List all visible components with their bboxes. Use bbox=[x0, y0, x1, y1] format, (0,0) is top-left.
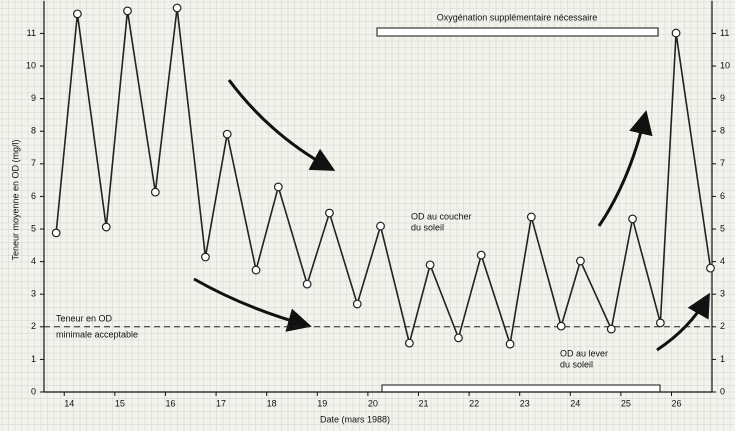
data-point bbox=[325, 208, 334, 218]
x-tick-label: 15 bbox=[115, 398, 125, 408]
x-tick-label: 18 bbox=[267, 398, 277, 408]
data-point bbox=[376, 221, 385, 231]
data-point bbox=[201, 252, 210, 262]
data-point bbox=[425, 260, 435, 270]
y-tick-label: 11 bbox=[27, 28, 36, 38]
x-tick-label: 26 bbox=[672, 398, 682, 408]
data-point bbox=[72, 9, 82, 19]
y-tick-label: 9 bbox=[31, 93, 36, 103]
data-point bbox=[352, 299, 362, 309]
y-tick-label: 7 bbox=[31, 158, 36, 168]
data-point bbox=[251, 265, 261, 275]
y-tick-label: 1 bbox=[31, 354, 36, 364]
data-point bbox=[51, 228, 61, 238]
data-point bbox=[505, 339, 515, 349]
data-point bbox=[273, 182, 283, 192]
supplement-box bbox=[376, 27, 659, 37]
data-point bbox=[576, 256, 585, 266]
data-point bbox=[172, 3, 182, 13]
data-point bbox=[101, 222, 111, 232]
data-point bbox=[706, 263, 715, 273]
supplement-box bbox=[381, 384, 661, 393]
y2-tick-label: 4 bbox=[720, 256, 725, 266]
data-point bbox=[150, 187, 160, 197]
data-point bbox=[476, 250, 486, 260]
arrows bbox=[193, 79, 710, 352]
data-point bbox=[302, 279, 312, 289]
x-tick-label: 25 bbox=[621, 398, 631, 408]
data-point bbox=[454, 333, 463, 343]
y2-tick-label: 6 bbox=[720, 191, 725, 201]
annotation: minimale acceptable bbox=[56, 329, 138, 339]
x-tick-label: 19 bbox=[317, 398, 327, 408]
y-tick-label: 3 bbox=[31, 289, 36, 299]
y2-tick-label: 3 bbox=[720, 289, 725, 299]
y2-tick-label: 8 bbox=[720, 126, 725, 136]
data-point bbox=[556, 321, 566, 331]
y-tick-label: 2 bbox=[31, 321, 36, 331]
y-tick-label: 10 bbox=[26, 60, 36, 70]
data-point bbox=[671, 28, 681, 38]
x-tick-label: 16 bbox=[165, 398, 175, 408]
annotation: Teneur en OD bbox=[56, 313, 113, 323]
y-tick-label: 4 bbox=[31, 256, 36, 266]
x-tick-label: 23 bbox=[520, 398, 530, 408]
y-tick-label: 5 bbox=[31, 223, 36, 233]
data-point bbox=[526, 212, 536, 222]
y2-tick-label: 11 bbox=[720, 28, 729, 38]
y2-tick-label: 10 bbox=[720, 60, 730, 70]
data-point bbox=[222, 129, 232, 139]
y2-tick-label: 7 bbox=[720, 158, 725, 168]
data-point bbox=[628, 214, 637, 224]
x-tick-label: 20 bbox=[368, 398, 378, 408]
annotation: du soleil bbox=[560, 359, 593, 369]
y2-tick-label: 9 bbox=[720, 93, 725, 103]
annotation: OD au lever bbox=[560, 348, 608, 358]
y2-tick-label: 5 bbox=[720, 223, 725, 233]
x-tick-label: 22 bbox=[469, 398, 479, 408]
annotation: OD au coucher bbox=[411, 211, 472, 221]
x-tick-label: 17 bbox=[216, 398, 226, 408]
annotation: Oxygénation supplémentaire nécessaire bbox=[437, 12, 598, 22]
y2-tick-label: 1 bbox=[720, 354, 725, 364]
x-tick-label: 21 bbox=[418, 398, 428, 408]
y2-tick-label: 0 bbox=[720, 386, 725, 396]
data-point bbox=[123, 6, 132, 16]
y-tick-label: 0 bbox=[31, 386, 36, 396]
y-tick-label: 6 bbox=[31, 191, 36, 201]
data-point bbox=[404, 338, 414, 348]
y-tick-label: 8 bbox=[31, 126, 36, 136]
data-point bbox=[655, 318, 665, 328]
y2-tick-label: 2 bbox=[720, 321, 725, 331]
data-line bbox=[55, 7, 712, 345]
x-tick-label: 14 bbox=[64, 398, 74, 408]
annotation: du soleil bbox=[411, 222, 444, 232]
x-axis-title: Date (mars 1988) bbox=[320, 414, 390, 424]
data-point bbox=[606, 324, 616, 334]
y-axis-title: Teneur moyenne en OD (mg/l) bbox=[10, 139, 20, 260]
x-tick-label: 24 bbox=[570, 398, 580, 408]
